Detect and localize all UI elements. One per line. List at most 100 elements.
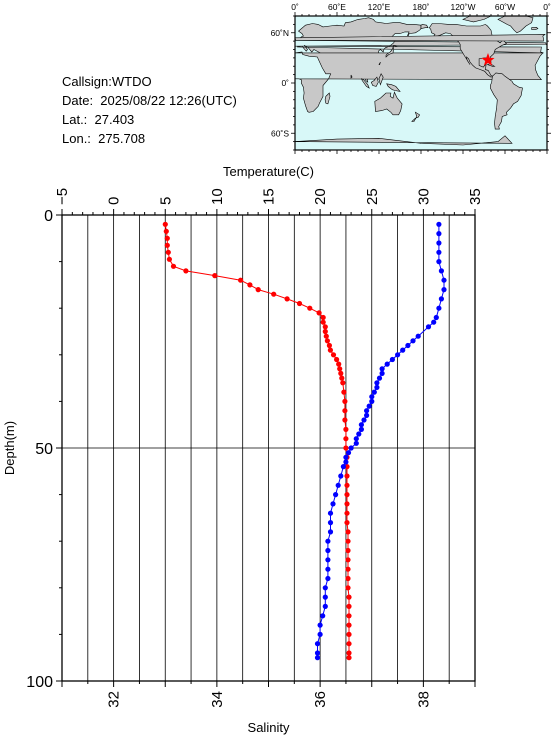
temperature-point — [341, 389, 347, 395]
temperature-point — [212, 273, 218, 279]
date-text: Date: 2025/08/22 12:26(UTC) — [62, 93, 237, 108]
temperature-point — [342, 408, 348, 414]
temperature-point — [162, 221, 168, 227]
salinity-point — [348, 445, 354, 451]
station-info: Callsign:WTDO Date: 2025/08/22 12:26(UTC… — [62, 72, 237, 148]
salinity-line — [317, 224, 445, 658]
temperature-point — [330, 352, 337, 358]
temperature-point — [345, 566, 351, 572]
salinity-point — [314, 650, 321, 656]
land-shape — [378, 61, 381, 65]
temperature-point — [346, 613, 352, 619]
temperature-tick-label: 10 — [209, 188, 226, 205]
temperature-point — [327, 347, 333, 353]
temperature-point — [316, 310, 322, 316]
temperature-point — [343, 426, 349, 432]
temperature-point — [346, 594, 352, 600]
salinity-point — [345, 450, 352, 456]
map-lon-label: 60˚W — [495, 2, 515, 12]
temperature-tick-label: 15 — [261, 188, 278, 205]
temperature-point — [339, 375, 345, 381]
salinity-point — [314, 641, 321, 647]
salinity-point — [395, 352, 401, 358]
land-shape — [360, 78, 370, 89]
temperature-point — [166, 256, 172, 262]
lon-text: Lon.: 275.708 — [62, 131, 146, 146]
land-shape — [294, 34, 546, 42]
depth-tick-label: 50 — [35, 441, 53, 458]
temperature-point — [343, 445, 349, 451]
temperature-point — [344, 520, 350, 526]
temperature-point — [322, 328, 328, 335]
temperature-point — [337, 366, 343, 372]
salinity-point — [343, 459, 349, 465]
salinity-point — [327, 510, 334, 516]
salinity-point — [356, 431, 362, 437]
map-lon-label: 0˚ — [543, 2, 551, 12]
callsign-text: Callsign:WTDO — [62, 74, 152, 89]
temperature-point — [345, 529, 351, 535]
salinity-point — [322, 585, 328, 591]
station-marker — [481, 53, 495, 66]
temperature-point — [320, 314, 326, 321]
temperature-point — [345, 557, 351, 563]
map-lon-label: 60˚E — [328, 2, 346, 12]
salinity-point — [436, 231, 442, 237]
temperature-point — [238, 277, 244, 283]
depth-tick-label: 0 — [44, 208, 53, 225]
salinity-point — [441, 287, 447, 293]
temperature-point — [165, 249, 171, 255]
temperature-point — [324, 338, 330, 344]
temperature-tick-label: 0 — [106, 197, 123, 205]
salinity-point — [369, 394, 375, 400]
salinity-point — [374, 380, 380, 386]
temperature-point — [345, 575, 351, 582]
salinity-point — [364, 412, 370, 418]
temperature-point — [326, 342, 332, 349]
temperature-point — [345, 538, 351, 544]
salinity-point — [379, 366, 385, 372]
land-shape — [378, 73, 384, 86]
lat-text: Lat.: 27.403 — [62, 112, 135, 127]
salinity-point — [389, 356, 395, 363]
temperature-point — [345, 547, 351, 554]
salinity-point — [340, 464, 346, 470]
temperature-point — [336, 361, 342, 367]
temperature-point — [345, 585, 351, 591]
map-lon-label: 0˚ — [291, 2, 299, 12]
salinity-point — [410, 338, 416, 344]
temperature-tick-label: 25 — [364, 188, 381, 205]
temperature-point — [344, 464, 350, 470]
temperature-point — [338, 370, 344, 376]
temperature-point — [255, 287, 261, 293]
salinity-point — [314, 655, 321, 661]
temperature-point — [164, 242, 170, 248]
salinity-point — [353, 436, 359, 442]
land-shape — [420, 24, 429, 29]
salinity-point — [374, 384, 380, 390]
salinity-tick-label: 32 — [106, 691, 123, 708]
salinity-point — [327, 529, 334, 535]
temperature-point — [346, 603, 352, 610]
temperature-point — [344, 473, 350, 479]
temperature-point — [164, 235, 170, 241]
salinity-point — [361, 417, 367, 423]
salinity-point — [366, 403, 372, 409]
world-map: 0˚ 60˚E 120˚E 180˚ 120˚W 60˚W 0˚ 60˚N 0˚ 60˚S — [271, 2, 551, 154]
temperature-point — [340, 380, 346, 386]
salinity-point — [436, 259, 442, 265]
temperature-point — [344, 501, 350, 507]
salinity-point — [358, 422, 364, 428]
map-lat-label: 60˚N — [271, 28, 289, 38]
salinity-point — [325, 575, 331, 582]
temperature-point — [322, 324, 328, 330]
temperature-axis-label: Temperature(C) — [223, 164, 314, 179]
temperature-point — [307, 305, 313, 311]
temperature-point — [343, 436, 349, 442]
temperature-point — [170, 263, 177, 269]
salinity-axis-label: Salinity — [248, 720, 290, 735]
land-shape — [370, 76, 379, 87]
temperature-point — [344, 482, 350, 488]
salinity-point — [322, 603, 328, 610]
